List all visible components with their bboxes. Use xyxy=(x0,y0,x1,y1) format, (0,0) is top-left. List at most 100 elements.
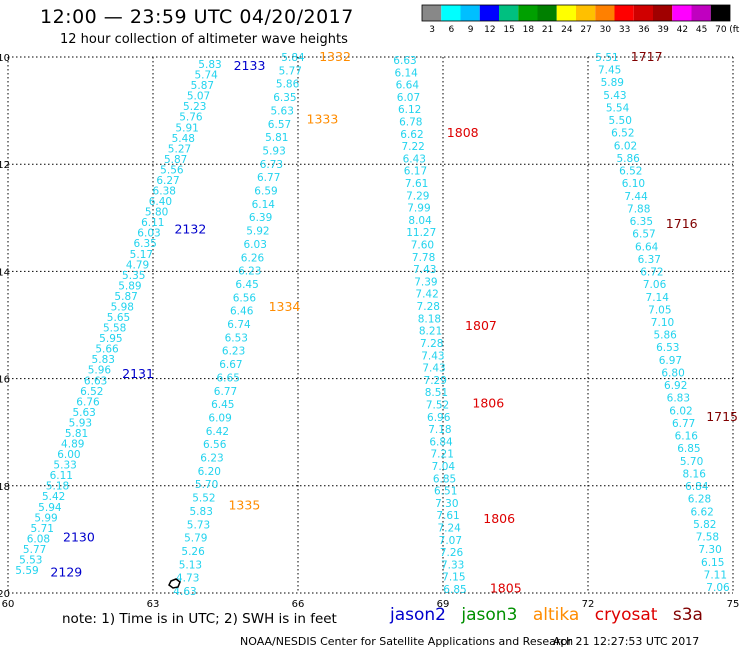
satellite-altika: altika xyxy=(532,605,580,625)
color-swatch xyxy=(633,5,653,21)
satellite-legend: jason2 jason3 altika cryosat s3a xyxy=(390,605,713,625)
color-scale-label: 30 xyxy=(600,25,612,35)
wave-height-value: 6.52 xyxy=(80,386,103,398)
wave-height-value: 7.15 xyxy=(442,572,465,584)
wave-height-value: 5.70 xyxy=(680,456,703,468)
color-scale-label: 39 xyxy=(657,25,669,35)
lon-tick-label: 63 xyxy=(147,599,160,610)
wave-height-value: 5.95 xyxy=(99,333,122,345)
altimeter-track: 5.835.745.875.075.235.765.915.485.275.87… xyxy=(15,58,265,580)
color-swatch xyxy=(518,5,538,21)
wave-height-value: 5.87 xyxy=(191,80,214,92)
color-swatch xyxy=(653,5,673,21)
wave-height-value: 7.07 xyxy=(439,535,462,547)
wave-height-value: 5.56 xyxy=(160,164,184,176)
wave-height-value: 6.65 xyxy=(217,372,240,384)
wave-height-value: 6.35 xyxy=(630,216,653,228)
wave-height-value: 6.00 xyxy=(57,449,80,461)
color-swatch xyxy=(595,5,615,21)
wave-height-value: 6.85 xyxy=(677,443,700,455)
wave-height-value: 6.23 xyxy=(222,346,245,358)
wave-height-value: 6.85 xyxy=(443,584,466,596)
altimeter-track: 5.845.775.866.355.636.575.815.936.736.77… xyxy=(173,49,351,598)
wave-height-value: 6.63 xyxy=(84,375,107,387)
wave-height-value: 6.35 xyxy=(273,92,296,104)
wave-height-value: 7.30 xyxy=(435,498,458,510)
pass-time-label: 1716 xyxy=(666,216,698,231)
wave-height-value: 7.14 xyxy=(646,292,670,304)
wave-height-value: 5.54 xyxy=(606,102,630,114)
wave-height-value: 5.53 xyxy=(19,554,42,566)
wave-height-value: 5.83 xyxy=(190,506,213,518)
wave-height-value: 6.20 xyxy=(198,466,221,478)
wave-height-value: 5.92 xyxy=(246,226,269,238)
lon-tick-label: 72 xyxy=(582,599,595,610)
wave-height-value: 6.11 xyxy=(141,217,164,229)
wave-height-value: 6.16 xyxy=(675,431,699,443)
wave-height-value: 5.87 xyxy=(164,154,187,166)
wave-height-value: 6.92 xyxy=(664,380,687,392)
wave-height-value: 5.99 xyxy=(34,512,57,524)
lat-tick-label: -12 xyxy=(0,160,10,171)
lat-tick-label: -18 xyxy=(0,482,10,493)
wave-height-value: 11.27 xyxy=(406,227,436,239)
pass-time-label: 2130 xyxy=(63,530,95,545)
wave-height-value: 6.23 xyxy=(238,266,261,278)
wave-height-value: 6.02 xyxy=(614,140,637,152)
wave-height-value: 6.59 xyxy=(254,186,277,198)
wave-height-value: 6.77 xyxy=(257,172,280,184)
wave-height-value: 5.52 xyxy=(192,493,215,505)
wave-height-value: 6.37 xyxy=(638,254,661,266)
color-scale-label: 42 xyxy=(677,25,688,35)
wave-height-value: 6.57 xyxy=(268,119,291,131)
wave-height-value: 8.18 xyxy=(418,313,441,325)
wave-height-value: 5.87 xyxy=(114,291,137,303)
wave-height-value: 6.64 xyxy=(396,80,420,92)
wave-height-value: 7.22 xyxy=(401,141,424,153)
wave-height-value: 7.21 xyxy=(431,449,454,461)
wave-height-value: 5.86 xyxy=(276,79,300,91)
wave-height-value: 5.07 xyxy=(187,91,210,103)
wave-height-value: 6.14 xyxy=(252,199,276,211)
wave-height-value: 7.61 xyxy=(405,178,428,190)
wave-height-value: 5.91 xyxy=(175,122,198,134)
wave-height-value: 5.42 xyxy=(42,491,65,503)
wave-height-value: 6.52 xyxy=(611,128,634,140)
wave-height-value: 6.03 xyxy=(137,228,160,240)
color-scale-label: 36 xyxy=(638,25,650,35)
pass-time-label: 1717 xyxy=(631,49,663,64)
wave-height-value: 5.65 xyxy=(107,312,130,324)
wave-height-value: 6.56 xyxy=(233,292,257,304)
wave-height-value: 5.51 xyxy=(595,52,618,64)
wave-height-value: 5.96 xyxy=(88,365,112,377)
wave-height-value: 5.71 xyxy=(31,523,54,535)
wave-height-value: 5.83 xyxy=(198,59,221,71)
wave-height-value: 5.35 xyxy=(122,270,145,282)
wave-height-value: 5.13 xyxy=(179,559,202,571)
color-swatch xyxy=(556,5,576,21)
wave-height-value: 6.17 xyxy=(404,166,427,178)
color-swatch xyxy=(691,5,711,21)
wave-height-value: 6.45 xyxy=(211,399,234,411)
wave-height-value: 5.73 xyxy=(187,519,210,531)
altimeter-track: 5.517.455.895.435.545.506.526.025.866.52… xyxy=(595,49,738,594)
color-scale-label: 9 xyxy=(468,25,474,35)
wave-height-value: 5.86 xyxy=(616,153,640,165)
wave-height-value: 6.76 xyxy=(76,396,100,408)
wave-height-value: 7.78 xyxy=(412,252,435,264)
wave-height-value: 6.62 xyxy=(690,506,713,518)
color-swatch xyxy=(672,5,692,21)
wave-height-value: 7.26 xyxy=(440,547,464,559)
wave-height-value: 6.67 xyxy=(219,359,242,371)
wave-height-value: 5.83 xyxy=(92,354,115,366)
lat-tick-label: -14 xyxy=(0,267,10,278)
wave-height-value: 8.04 xyxy=(408,215,432,227)
wave-height-value: 6.27 xyxy=(156,175,179,187)
lat-tick-label: -16 xyxy=(0,375,10,386)
color-swatch xyxy=(479,5,499,21)
wave-height-value: 7.11 xyxy=(704,569,727,581)
wave-height-value: 7.42 xyxy=(415,289,438,301)
color-scale-label: 70 xyxy=(715,25,727,35)
wave-height-value: 5.63 xyxy=(271,105,294,117)
